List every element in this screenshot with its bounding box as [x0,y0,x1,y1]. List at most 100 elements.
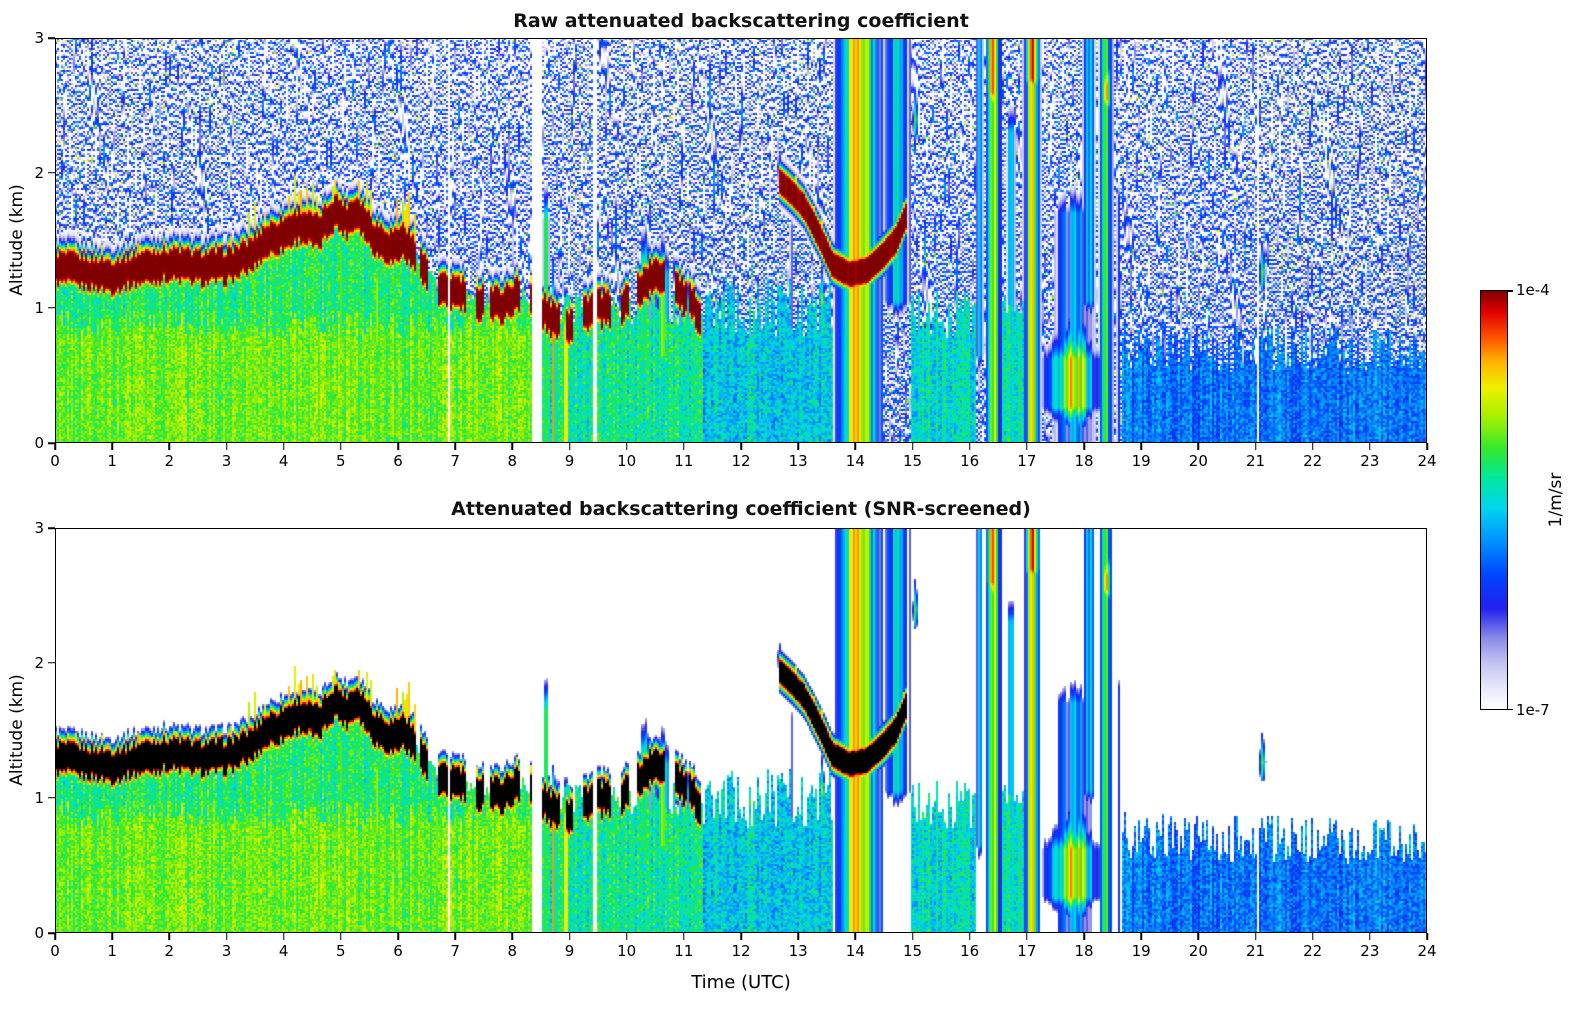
x-tick-mark [1197,443,1200,450]
x-tick-label: 14 [845,452,865,470]
x-tick-label: 12 [731,942,751,960]
x-tick-label: 15 [902,942,923,960]
x-tick-mark [1311,443,1314,450]
x-tick-mark [740,443,742,450]
x-tick-label: 7 [450,942,460,960]
x-tick-mark [797,933,799,940]
screened-x-tick-labels: 0 1 2 3 4 5 6 7 8 9 10 11 12 13 14 15 16 17 18 19 20 21 22 23 24 [50,942,1436,960]
x-tick-mark [1026,933,1028,940]
x-tick-label: 20 [1188,452,1208,470]
y-tick-label: 1 [34,298,44,317]
x-tick-mark [225,443,228,450]
raw-y-tick-labels: 0 1 2 3 [14,29,44,452]
x-tick-label: 5 [336,452,346,470]
x-tick-mark [911,443,914,450]
x-tick-mark [511,443,514,450]
x-tick-mark [340,933,342,940]
colorbar-min-label: 1e-7 [1516,701,1550,719]
x-tick-mark [111,443,113,450]
x-tick-label: 3 [221,942,232,960]
colorbar-max-label: 1e-4 [1516,281,1550,299]
raw-panel-title: Raw attenuated backscattering coefficien… [513,10,969,32]
x-tick-label: 4 [278,942,289,960]
x-tick-label: 7 [450,452,460,470]
x-tick-mark [282,443,285,450]
colorbar-max-tick [1508,290,1513,292]
x-tick-label: 17 [1017,942,1037,960]
x-tick-label: 20 [1188,942,1208,960]
x-tick-mark [1140,933,1142,940]
x-tick-mark [1254,933,1257,940]
y-tick-mark [48,662,55,664]
y-tick-label: 1 [34,788,44,807]
x-tick-mark [568,443,571,450]
y-tick-mark [48,37,55,39]
x-tick-label: 19 [1131,452,1151,470]
y-tick-mark [48,932,55,934]
y-tick-mark [48,797,55,799]
x-tick-label: 24 [1417,942,1437,960]
x-tick-mark [1197,933,1200,940]
x-tick-mark [968,443,971,450]
x-tick-label: 21 [1245,452,1266,470]
y-tick-label: 3 [34,519,44,537]
x-tick-mark [854,443,857,450]
screened-y-tick-labels: 0 1 2 3 [14,519,44,942]
x-tick-label: 2 [164,452,175,470]
colorbar-min-tick [1508,708,1513,710]
x-tick-label: 16 [960,452,980,470]
x-tick-mark [397,933,399,940]
raw-y-tick-marks [48,37,55,444]
raw-x-tick-labels: 0 1 2 3 4 5 6 7 8 9 10 11 12 13 14 15 16 17 18 19 20 21 22 23 24 [50,452,1436,470]
x-tick-label: 4 [278,452,289,470]
x-tick-label: 8 [507,942,518,960]
screened-x-tick-marks [54,933,1428,940]
x-tick-label: 13 [788,942,808,960]
x-tick-label: 23 [1360,942,1380,960]
screened-altitude-axis-label: Altitude (km) [7,674,27,786]
x-tick-mark [1083,443,1085,450]
y-tick-mark [48,527,55,529]
x-tick-label: 0 [50,452,60,470]
screened-panel-title: Attenuated backscattering coefficient (S… [451,498,1031,520]
y-tick-mark [48,307,55,309]
x-tick-label: 11 [674,942,694,960]
x-tick-mark [397,443,399,450]
x-tick-mark [911,933,914,940]
x-tick-mark [683,933,685,940]
x-tick-label: 24 [1417,452,1437,470]
x-tick-label: 12 [731,452,751,470]
y-tick-mark [48,442,55,444]
x-tick-mark [854,933,857,940]
x-tick-label: 9 [564,942,575,960]
x-tick-mark [1426,933,1428,940]
screened-y-tick-marks [48,527,55,934]
x-tick-mark [340,443,342,450]
x-tick-mark [225,933,228,940]
raw-x-tick-marks [54,443,1428,450]
x-tick-mark [454,933,456,940]
x-tick-mark [1083,933,1085,940]
x-tick-mark [1140,443,1142,450]
colorbar-unit-label: 1/m/sr [1546,472,1566,528]
x-tick-label: 11 [674,452,694,470]
x-tick-mark [625,443,628,450]
x-tick-label: 6 [393,452,403,470]
x-tick-mark [511,933,514,940]
x-tick-label: 17 [1017,452,1037,470]
x-tick-mark [968,933,971,940]
x-tick-mark [168,443,171,450]
x-tick-label: 22 [1303,452,1323,470]
x-tick-label: 5 [336,942,346,960]
x-tick-mark [1311,933,1314,940]
x-tick-label: 10 [617,452,637,470]
x-tick-mark [568,933,571,940]
y-tick-label: 2 [34,163,44,182]
x-tick-mark [625,933,628,940]
x-tick-mark [1369,443,1371,450]
x-tick-label: 6 [393,942,403,960]
x-tick-label: 0 [50,942,60,960]
x-tick-label: 18 [1074,452,1094,470]
y-tick-label: 2 [34,653,44,672]
